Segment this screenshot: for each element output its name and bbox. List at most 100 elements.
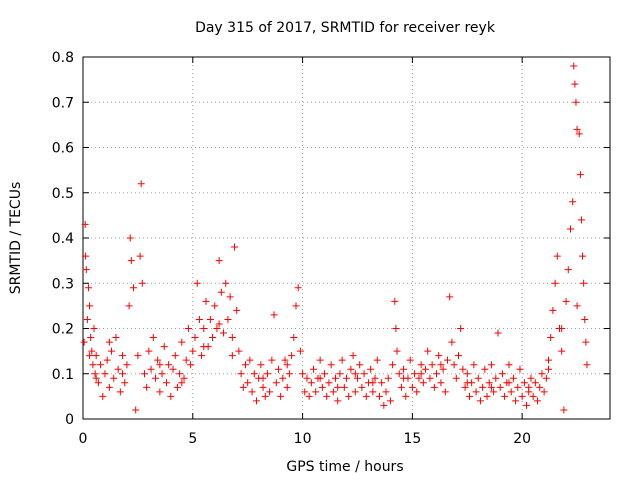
data-point [498,370,506,378]
data-point [446,293,454,301]
data-point [583,361,591,369]
data-point [347,365,355,373]
data-point [165,361,173,369]
data-point [90,325,98,332]
data-point [169,365,177,373]
data-point [220,329,228,337]
x-tick-label: 15 [403,431,421,447]
data-point [386,397,394,405]
data-point [375,392,383,400]
data-point [389,361,397,369]
data-point [507,388,515,396]
data-point [283,383,291,391]
data-point [542,374,550,382]
data-point [332,374,340,382]
y-tick-label: 0.5 [52,186,74,202]
data-point [520,379,528,387]
data-point [312,388,320,396]
data-point [463,379,471,387]
data-point [402,392,410,400]
data-point [162,379,170,387]
data-point [411,370,419,378]
data-point [323,392,331,400]
data-point [569,198,577,206]
data-point [259,374,267,382]
data-point [545,365,553,373]
data-point [329,388,337,396]
data-point [130,284,138,292]
data-point [437,379,445,387]
data-point [441,388,449,396]
data-point [558,325,566,332]
x-tick-label: 20 [513,431,531,447]
y-tick-label: 0.6 [52,141,74,157]
data-point [108,347,116,355]
data-point [356,361,364,369]
data-point [257,361,265,369]
data-point [250,370,258,378]
data-point [338,356,346,364]
data-point [494,329,502,337]
data-point [176,370,184,378]
data-point [483,392,491,400]
data-point [448,338,456,346]
data-point [226,293,234,301]
data-point [261,392,269,400]
data-point [193,279,201,287]
data-point [114,365,122,373]
data-point [116,388,124,396]
data-point [358,383,366,391]
data-point [180,374,188,382]
data-point [572,98,580,106]
data-point [351,388,359,396]
x-tick-label: 10 [294,431,312,447]
data-point [187,361,195,369]
data-point [259,383,267,391]
data-point [400,365,408,373]
data-point [490,388,498,396]
data-point [301,388,309,396]
data-point [540,388,548,396]
data-point [246,356,254,364]
data-point [336,370,344,378]
data-point [433,370,441,378]
data-point [562,297,570,305]
data-point [211,302,219,310]
data-point [281,356,289,364]
data-point [145,347,153,355]
data-point [334,397,342,405]
data-point [454,352,462,360]
data-point [470,361,478,369]
data-point [290,334,298,342]
data-point [391,297,399,305]
data-point [215,320,223,328]
data-point [213,325,221,332]
data-point [564,266,572,274]
data-point [316,356,324,364]
data-point [353,374,361,382]
data-point [325,379,333,387]
data-point [553,252,561,260]
data-point [151,374,159,382]
data-point [534,397,542,405]
data-point [310,365,318,373]
data-point [362,392,370,400]
data-point [263,370,271,378]
data-point [248,388,256,396]
data-point [173,383,181,391]
data-point [444,356,452,364]
data-point [435,352,443,360]
data-point [380,401,388,409]
data-point [371,374,379,382]
data-point [575,130,583,138]
data-point [474,374,482,382]
data-point [231,243,239,251]
data-point [288,352,296,360]
data-point [316,374,324,382]
data-point [487,361,495,369]
data-point [566,225,574,233]
data-point [88,347,96,355]
data-point [81,220,89,228]
data-point [224,315,232,323]
data-point [279,374,287,382]
